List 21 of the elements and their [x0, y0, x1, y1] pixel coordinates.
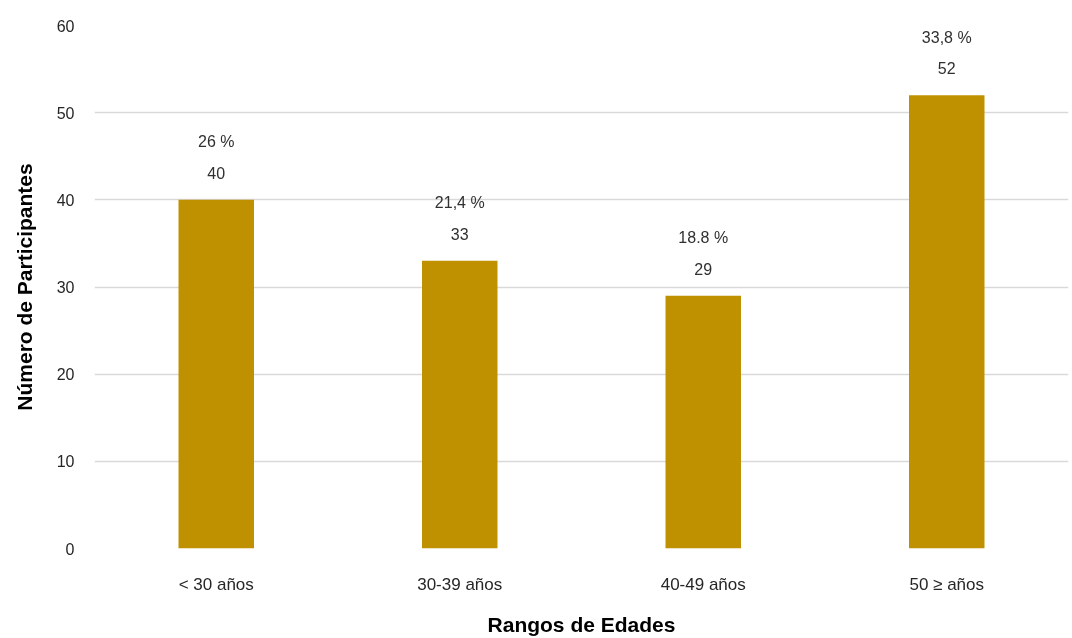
bar: [422, 260, 498, 549]
x-tick-label: 50 ≥ años: [909, 574, 985, 594]
bar: [178, 199, 254, 549]
y-tick-label: 10: [56, 453, 75, 471]
x-tick-label: 30-39 años: [417, 574, 503, 594]
bar: [665, 295, 741, 549]
y-tick-label: 60: [56, 17, 75, 35]
data-label: 26 % 40: [198, 133, 235, 182]
y-tick-label: 40: [56, 191, 75, 209]
x-tick-label: 40-49 años: [660, 574, 746, 594]
y-tick-label: 50: [56, 104, 75, 122]
data-label: 33,8 % 52: [921, 28, 972, 78]
y-tick-label: 20: [56, 366, 75, 384]
y-tick-label: 0: [65, 540, 75, 558]
data-label: 18.8 % 29: [678, 229, 729, 278]
bar: [909, 95, 985, 549]
y-tick-label: 30: [56, 279, 75, 296]
x-tick-label: < 30 años: [178, 574, 254, 594]
x-axis-title: Rangos de Edades: [487, 612, 676, 636]
data-label: 21,4 % 33: [434, 194, 485, 243]
y-axis-title: Número de Participantes: [12, 163, 36, 411]
